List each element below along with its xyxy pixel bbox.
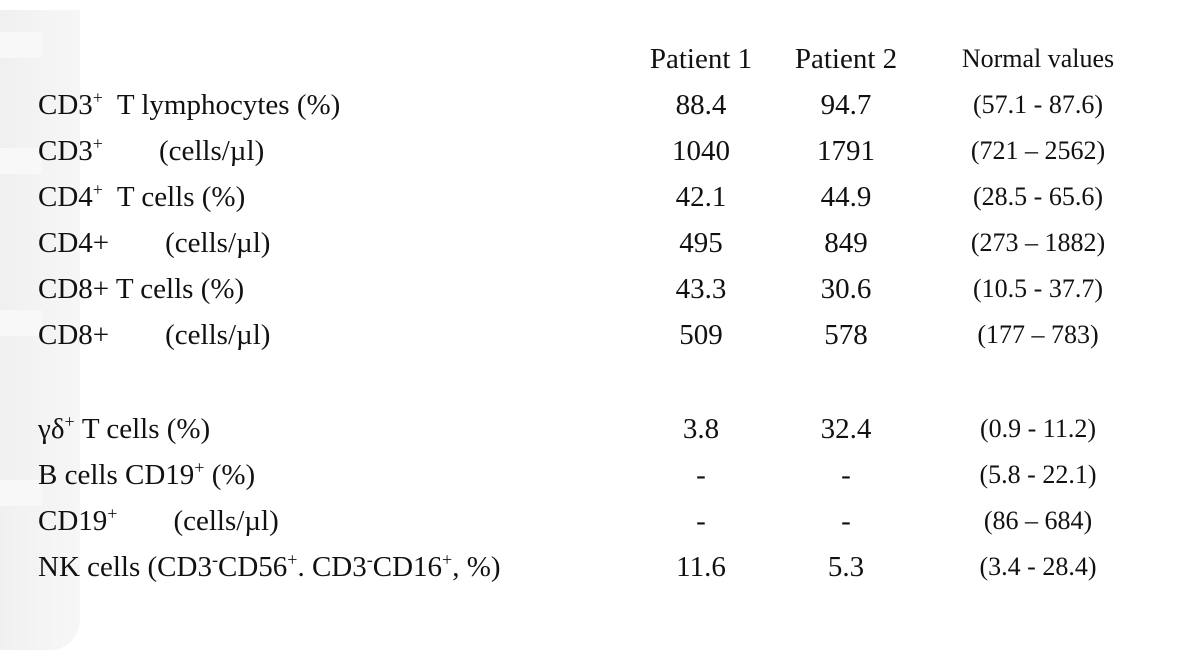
article-watermark	[0, 10, 80, 650]
row-label: CD3+ (cells/µl)	[38, 133, 265, 167]
row-label: B cells CD19+ (%)	[38, 457, 256, 491]
header-blank	[38, 36, 626, 82]
normal-value: (721 – 2562)	[970, 136, 1106, 165]
patient-2-value: -	[841, 459, 851, 491]
patient-1-value: 1040	[672, 135, 730, 167]
table-row: CD4+ T cells (%) 42.1 44.9 (28.5 - 65.6)	[38, 174, 1160, 220]
normal-value: (177 – 783)	[977, 320, 1099, 349]
header-patient-1: Patient 1	[649, 43, 753, 75]
table-row: CD3+ T lymphocytes (%) 88.4 94.7 (57.1 -…	[38, 82, 1160, 128]
row-label: CD8+ T cells (%)	[38, 273, 245, 305]
normal-value: (273 – 1882)	[970, 228, 1106, 257]
table-row: γδ+ T cells (%) 3.8 32.4 (0.9 - 11.2)	[38, 406, 1160, 452]
patient-2-value: 94.7	[820, 89, 872, 121]
lymphocyte-table: Patient 1 Patient 2 Normal values CD3+ T…	[38, 36, 1160, 590]
patient-1-value: 495	[679, 227, 723, 259]
patient-2-value: 578	[824, 319, 868, 351]
patient-1-value: 509	[679, 319, 723, 351]
table-row: CD19+ (cells/µl) - - (86 – 684)	[38, 498, 1160, 544]
patient-2-value: 5.3	[827, 551, 865, 583]
normal-value: (0.9 - 11.2)	[979, 414, 1096, 443]
row-label: CD3+ T lymphocytes (%)	[38, 87, 341, 121]
patient-1-value: -	[696, 505, 706, 537]
normal-value: (5.8 - 22.1)	[979, 460, 1097, 489]
normal-value: (28.5 - 65.6)	[973, 182, 1103, 211]
watermark-band	[0, 310, 42, 336]
row-label: CD4+ T cells (%)	[38, 179, 246, 213]
table-row: CD8+ (cells/µl) 509 578 (177 – 783)	[38, 312, 1160, 358]
row-label: CD19+ (cells/µl)	[38, 503, 279, 537]
row-label: γδ+ T cells (%)	[38, 411, 211, 445]
patient-1-value: 3.8	[682, 413, 720, 445]
spacer-cell	[38, 358, 1160, 406]
table-row: CD4+ (cells/µl) 495 849 (273 – 1882)	[38, 220, 1160, 266]
patient-2-value: 32.4	[820, 413, 872, 445]
table-row: B cells CD19+ (%) - - (5.8 - 22.1)	[38, 452, 1160, 498]
patient-1-value: 11.6	[676, 551, 726, 583]
header-normal-values: Normal values	[961, 44, 1115, 73]
row-label: NK cells (CD3-CD56+. CD3-CD16+, %)	[38, 549, 501, 583]
table-row: CD3+ (cells/µl) 1040 1791 (721 – 2562)	[38, 128, 1160, 174]
normal-value: (57.1 - 87.6)	[973, 90, 1103, 119]
watermark-band	[0, 480, 42, 506]
patient-2-value: -	[841, 505, 851, 537]
patient-2-value: 849	[824, 227, 868, 259]
patient-1-value: 43.3	[675, 273, 727, 305]
patient-2-value: 44.9	[820, 181, 872, 213]
spacer-row	[38, 358, 1160, 406]
normal-value: (86 – 684)	[983, 506, 1093, 535]
patient-2-value: 30.6	[820, 273, 872, 305]
patient-1-value: -	[696, 459, 706, 491]
watermark-band	[0, 32, 42, 58]
patient-1-value: 88.4	[675, 89, 727, 121]
row-label: CD8+ (cells/µl)	[38, 319, 271, 351]
header-patient-2: Patient 2	[794, 43, 898, 75]
row-label: CD4+ (cells/µl)	[38, 227, 271, 259]
patient-2-value: 1791	[817, 135, 875, 167]
table-row: NK cells (CD3-CD56+. CD3-CD16+, %) 11.6 …	[38, 544, 1160, 590]
header-row: Patient 1 Patient 2 Normal values	[38, 36, 1160, 82]
table-row: CD8+ T cells (%) 43.3 30.6 (10.5 - 37.7)	[38, 266, 1160, 312]
normal-value: (3.4 - 28.4)	[979, 552, 1097, 581]
watermark-band	[0, 148, 42, 174]
normal-value: (10.5 - 37.7)	[973, 274, 1103, 303]
patient-1-value: 42.1	[675, 181, 727, 213]
